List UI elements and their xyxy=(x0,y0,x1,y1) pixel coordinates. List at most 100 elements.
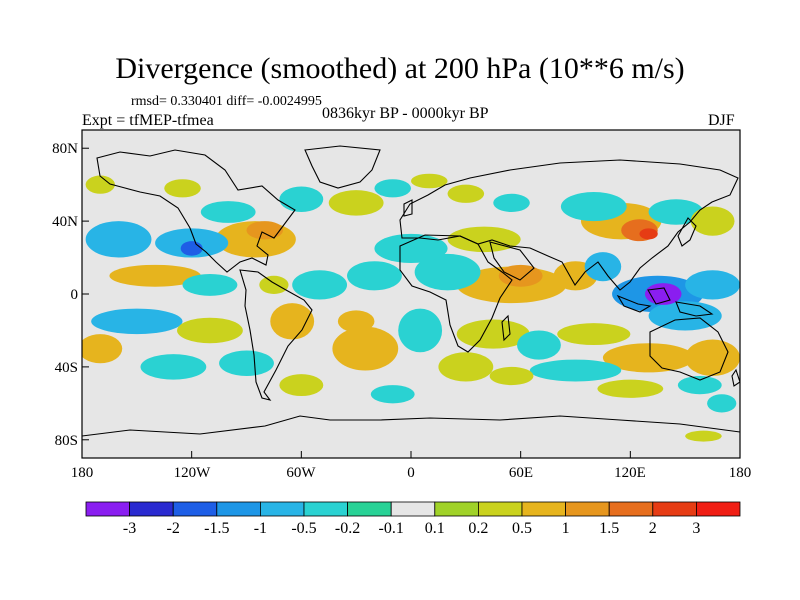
field-anomaly xyxy=(648,199,704,225)
field-anomaly xyxy=(374,233,448,264)
colorbar-swatch xyxy=(565,501,610,517)
field-anomaly xyxy=(414,253,481,291)
field-anomaly xyxy=(177,317,243,344)
field-anomaly xyxy=(685,430,722,442)
lat-tick-label: 80N xyxy=(52,141,78,157)
field-anomaly xyxy=(398,308,443,353)
field-anomaly xyxy=(82,334,123,364)
colorbar-swatch xyxy=(303,501,348,517)
field-anomaly xyxy=(644,283,682,305)
field-anomaly xyxy=(597,379,664,398)
colorbar-label: -0.2 xyxy=(334,520,361,537)
axis-ticks xyxy=(81,147,741,458)
field-anomaly xyxy=(91,308,183,335)
field-anomaly xyxy=(498,264,543,287)
lat-tick-label: 80S xyxy=(54,433,78,449)
field-anomaly xyxy=(370,385,415,404)
field-anomaly xyxy=(292,270,348,300)
colorbar-label: 2 xyxy=(648,520,657,537)
colorbar xyxy=(85,501,741,517)
field-anomaly xyxy=(438,352,494,382)
plot-title: Divergence (smoothed) at 200 hPa (10**6 … xyxy=(115,52,685,85)
field-anomaly xyxy=(219,350,274,376)
season-label: DJF xyxy=(708,112,735,129)
stats-line: rmsd= 0.330401 diff= -0.0024995 xyxy=(131,94,322,109)
colorbar-swatch xyxy=(521,501,566,517)
field-anomaly xyxy=(85,175,115,194)
field-anomaly xyxy=(489,366,534,386)
colorbar-swatch xyxy=(216,501,261,517)
field-anomaly xyxy=(456,319,530,349)
experiment-label: Expt = tfMEP-tfmea xyxy=(82,112,214,129)
colorbar-swatch xyxy=(259,501,305,517)
lon-tick-label: 180 xyxy=(70,465,94,481)
colorbar-swatch xyxy=(172,501,218,517)
field-anomaly xyxy=(109,264,201,287)
colorbar-swatch xyxy=(85,501,130,517)
colorbar-swatch xyxy=(347,501,392,517)
colorbar-label: -3 xyxy=(122,520,137,537)
field-anomaly xyxy=(685,339,740,376)
field-anomaly xyxy=(685,270,740,300)
lat-tick-label: 40S xyxy=(54,360,78,376)
colorbar-label: -2 xyxy=(166,520,180,537)
field-anomaly xyxy=(270,303,315,340)
colorbar-swatch xyxy=(477,501,523,517)
field-anomaly xyxy=(85,221,152,258)
lon-tick-label: 120E xyxy=(614,465,646,481)
colorbar-label: 1.5 xyxy=(599,520,620,537)
colorbar-label: 0.2 xyxy=(468,520,489,537)
coastlines xyxy=(82,145,740,437)
field-anomaly xyxy=(690,206,735,236)
colorbar-swatch xyxy=(390,501,436,517)
field-anomaly xyxy=(447,184,485,203)
period-label: 0836kyr BP - 0000kyr BP xyxy=(322,105,489,122)
field-anomaly xyxy=(328,190,384,216)
field-anomaly xyxy=(337,310,375,333)
field-anomaly xyxy=(639,228,658,240)
field-anomaly xyxy=(200,201,256,223)
field-anomaly xyxy=(182,273,238,296)
field-anomaly xyxy=(529,359,622,382)
colorbar-label: -0.5 xyxy=(291,520,317,537)
colorbar-label: 1 xyxy=(561,520,570,537)
colorbar-label: 0.1 xyxy=(424,520,445,537)
colorbar-swatch xyxy=(129,501,174,517)
colorbar-label: 3 xyxy=(692,520,701,537)
field-anomaly xyxy=(447,226,521,253)
field-anomaly xyxy=(707,394,737,413)
field-anomaly xyxy=(246,221,284,240)
lat-tick-label: 0 xyxy=(70,287,79,303)
colorbar-swatch xyxy=(652,501,697,517)
field-anomaly xyxy=(584,252,622,282)
lon-tick-label: 180 xyxy=(728,465,752,481)
field-anomaly xyxy=(493,193,530,212)
colorbar-swatch xyxy=(434,501,479,517)
field-anomaly xyxy=(259,275,289,294)
field-anomaly xyxy=(374,179,411,198)
colorbar-label: 0.5 xyxy=(512,520,532,537)
colorbar-swatch xyxy=(608,501,654,517)
colorbar-swatch xyxy=(696,501,741,517)
field-anomaly xyxy=(140,354,207,380)
field-anomaly xyxy=(332,326,399,371)
field-anomaly xyxy=(560,191,627,222)
colorbar-label: -1.5 xyxy=(204,520,230,537)
colorbar-label: -1 xyxy=(253,520,268,537)
field-anomaly xyxy=(347,261,402,291)
lon-tick-label: 120W xyxy=(173,465,211,481)
lon-tick-label: 60E xyxy=(508,465,534,481)
field-anomaly xyxy=(411,173,448,189)
field-anomaly xyxy=(180,241,203,256)
field-anomaly xyxy=(557,323,631,346)
field-anomaly xyxy=(517,330,561,360)
field-anomaly xyxy=(602,343,695,373)
lon-tick-label: 0 xyxy=(407,465,415,481)
field-anomaly xyxy=(279,186,324,212)
colorbar-label: -0.1 xyxy=(378,520,404,537)
field-anomaly xyxy=(279,374,324,397)
field-anomaly xyxy=(164,179,201,198)
field-anomaly xyxy=(677,376,722,395)
